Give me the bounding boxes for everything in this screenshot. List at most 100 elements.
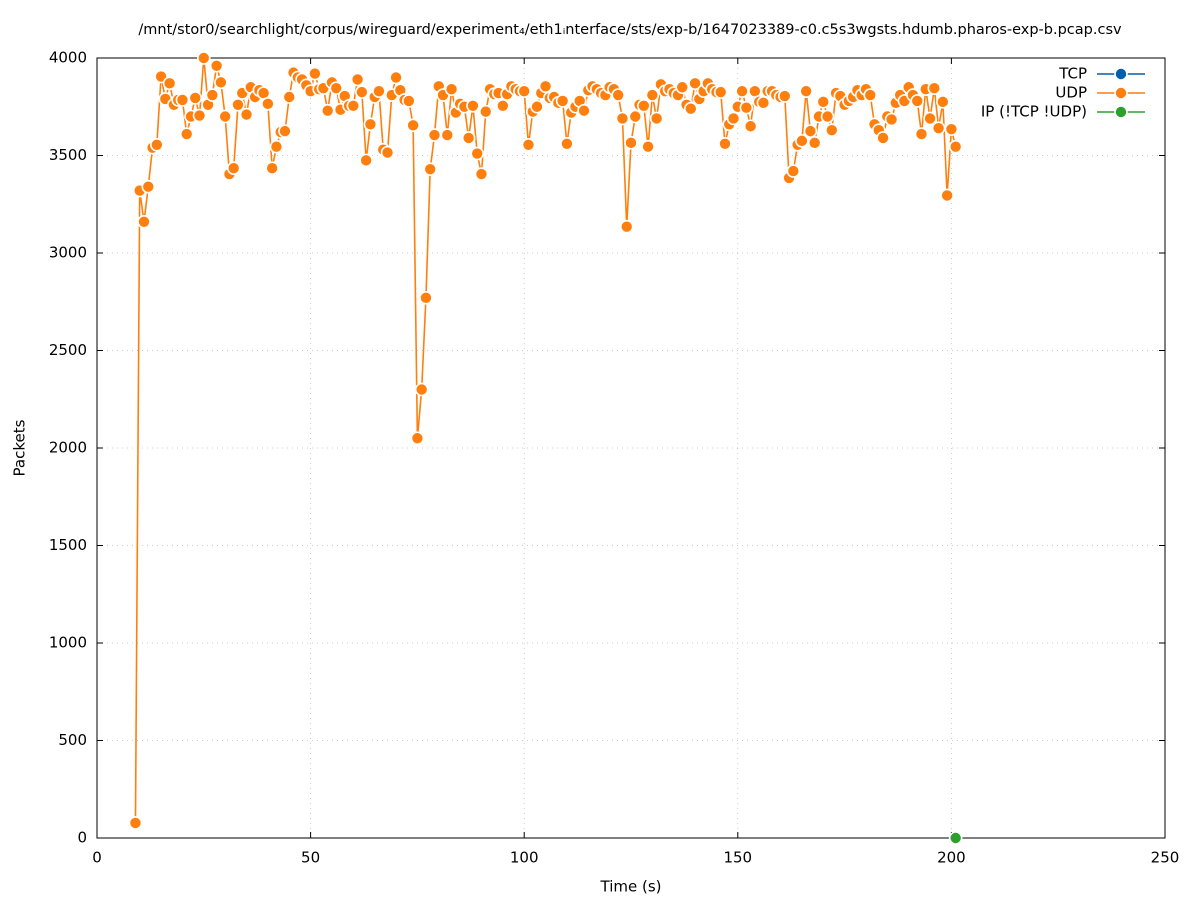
legend-swatch-marker [1114, 67, 1128, 81]
x-tick-label: 200 [937, 849, 966, 867]
data-point [718, 137, 732, 151]
data-point [188, 91, 203, 105]
data-point [440, 128, 455, 142]
data-point [611, 88, 625, 102]
y-tick-label: 4000 [49, 49, 87, 67]
data-point [688, 76, 702, 91]
data-point [496, 98, 510, 113]
y-tick-label: 3500 [49, 146, 87, 164]
plot-border [96, 57, 1166, 839]
data-point [423, 162, 438, 176]
data-point [278, 124, 292, 138]
data-point [803, 124, 818, 138]
data-point [923, 111, 937, 126]
data-point [205, 88, 220, 102]
data-point [265, 161, 279, 175]
data-point [214, 75, 228, 90]
x-tick-label: 150 [723, 849, 752, 867]
data-point [876, 131, 890, 145]
data-point [175, 93, 190, 107]
data-point [555, 94, 570, 108]
data-point [427, 128, 442, 142]
x-tick-label: 50 [301, 849, 320, 867]
y-tick-label: 2000 [49, 439, 87, 457]
data-point [820, 109, 835, 124]
data-point [743, 119, 758, 134]
data-point [795, 134, 809, 148]
data-point [137, 215, 151, 229]
data-point [231, 98, 245, 112]
data-point [179, 127, 194, 141]
y-axis-label: Packets [11, 419, 29, 476]
data-point [619, 219, 634, 234]
data-point [645, 88, 660, 102]
data-point [624, 136, 638, 150]
x-tick-label: 250 [1151, 849, 1180, 867]
data-point [346, 98, 361, 113]
data-point [777, 89, 792, 103]
data-point [192, 108, 207, 123]
legend-label: TCP [1058, 65, 1087, 83]
data-point [615, 111, 630, 126]
data-point [517, 84, 532, 98]
legend-swatch-marker [1114, 86, 1128, 100]
data-point [329, 81, 344, 96]
data-point [675, 80, 690, 95]
data-point [726, 111, 741, 126]
y-tick-label: 1500 [49, 536, 87, 554]
data-point [799, 84, 813, 98]
legend-swatch-marker [1114, 105, 1128, 119]
data-point [739, 100, 754, 115]
data-point [461, 131, 476, 145]
data-point [931, 121, 946, 135]
data-point [940, 188, 954, 203]
data-point [350, 72, 365, 87]
data-point [363, 117, 378, 132]
data-point [948, 139, 963, 154]
data-point [209, 59, 224, 73]
data-point [419, 291, 433, 305]
data-point [735, 84, 749, 98]
data-point [936, 95, 950, 109]
data-point [406, 118, 420, 133]
data-point [218, 109, 232, 124]
data-point [944, 122, 959, 136]
data-point [649, 111, 664, 126]
y-tick-label: 2500 [49, 341, 87, 359]
data-point [560, 137, 574, 151]
data-point [786, 164, 801, 178]
data-point [355, 85, 369, 99]
data-point [474, 167, 489, 181]
data-point [927, 81, 942, 96]
data-point [372, 84, 386, 98]
data-point [402, 94, 416, 108]
data-point [538, 79, 553, 94]
data-point [162, 76, 177, 91]
data-point [478, 104, 493, 119]
data-point [150, 137, 164, 152]
data-point [863, 88, 878, 102]
data-point [444, 82, 459, 96]
y-tick-label: 500 [58, 731, 87, 749]
data-point [756, 96, 771, 110]
data-point [914, 127, 929, 141]
data-point [816, 95, 831, 109]
x-tick-label: 100 [510, 849, 539, 867]
data-point [807, 136, 822, 150]
series-line [134, 57, 957, 823]
data-point [261, 97, 275, 111]
chart-title: /mnt/stor0/searchlight/corpus/wireguard/… [138, 22, 1122, 38]
data-point [466, 98, 480, 113]
data-point [410, 431, 425, 446]
data-point [226, 161, 241, 175]
x-tick-label: 0 [92, 849, 102, 867]
data-point [824, 123, 839, 137]
data-point [320, 103, 335, 118]
data-point [282, 90, 297, 104]
data-point [308, 66, 322, 81]
y-tick-label: 0 [77, 829, 87, 847]
data-point [239, 107, 254, 122]
data-point [713, 85, 728, 99]
data-point [577, 103, 591, 118]
